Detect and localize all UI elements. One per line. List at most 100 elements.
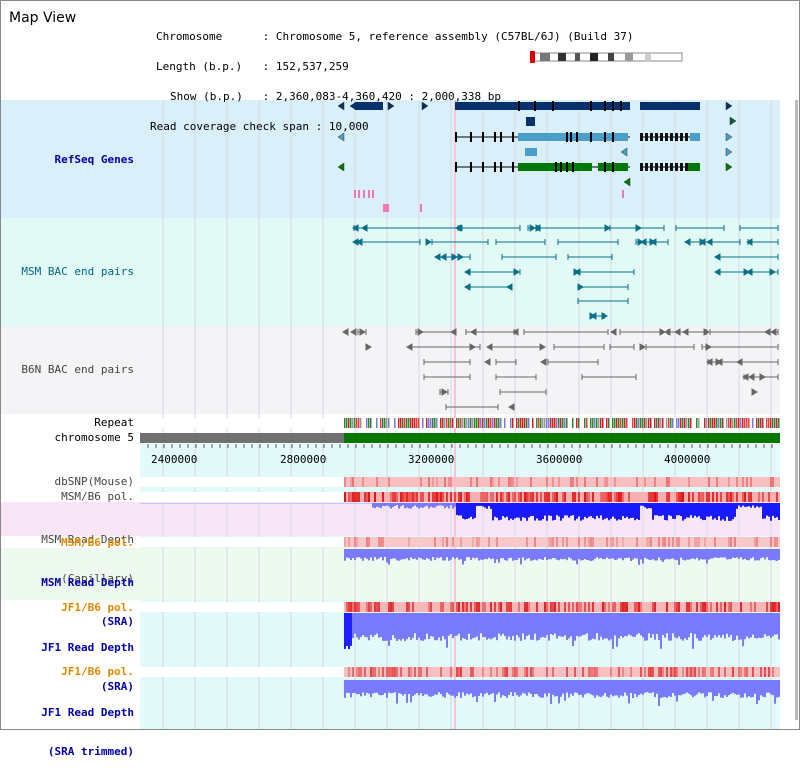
strip-cell (774, 537, 776, 547)
depth-bar (738, 503, 740, 506)
strip-cell (414, 667, 416, 677)
strip-cell (652, 492, 654, 502)
msm-bac-arrow (352, 224, 359, 232)
depth-bar (438, 680, 440, 693)
depth-bar (552, 680, 554, 695)
strip-cell (672, 667, 674, 677)
strip-cell (592, 492, 594, 502)
strip-cell (416, 492, 418, 502)
depth-bar (560, 613, 562, 637)
strip-cell (676, 602, 678, 612)
strip-cell (376, 602, 378, 612)
strip-cell (652, 602, 654, 612)
depth-bar (696, 680, 698, 695)
depth-bar (762, 549, 764, 558)
jf1-depth-sra-label[interactable]: JF1 Read Depth (SRA) (41, 615, 134, 719)
depth-bar (464, 613, 466, 639)
strip-cell (452, 537, 454, 547)
depth-bar (740, 680, 742, 698)
repeat-element (738, 418, 740, 428)
depth-bar (528, 613, 530, 635)
strip-cell (584, 477, 586, 487)
strip-cell (578, 537, 580, 547)
depth-bar (696, 613, 698, 639)
repeat-element (516, 418, 518, 428)
strip-cell (428, 492, 430, 502)
depth-bar (776, 680, 778, 698)
depth-bar (546, 613, 548, 636)
strip-cell (558, 602, 560, 612)
ideogram-band (575, 53, 580, 61)
depth-bar (366, 680, 368, 693)
depth-bar (358, 549, 360, 558)
jf1-pol-label-2[interactable]: JF1/B6 pol. (61, 665, 134, 678)
dbsnp-label[interactable]: dbSNP(Mouse) (54, 475, 134, 488)
depth-bar (548, 680, 550, 694)
msm-bac-label[interactable]: MSM BAC end pairs (21, 265, 134, 278)
depth-bar (422, 549, 424, 560)
map-canvas[interactable] (0, 0, 800, 730)
strip-cell (622, 492, 624, 502)
strip-cell (350, 492, 352, 502)
depth-bar (612, 503, 614, 517)
depth-bar (674, 503, 676, 519)
depth-bar (734, 503, 736, 517)
gene-exon (604, 101, 606, 111)
depth-bar (410, 613, 412, 640)
strip-cell (450, 477, 452, 487)
repeat-element (742, 418, 744, 428)
depth-bar (420, 503, 422, 508)
msm-pol-label-1[interactable]: MSM/B6 pol. (61, 490, 134, 503)
depth-bar (586, 613, 588, 634)
strip-cell (744, 667, 746, 677)
depth-bar (642, 549, 644, 564)
depth-bar (724, 549, 726, 558)
scroll-handle[interactable] (795, 100, 798, 720)
repeat-element (708, 418, 710, 428)
strip-cell (732, 492, 734, 502)
depth-bar (482, 503, 484, 507)
msm-depth-capillary-label[interactable]: MSM Read Depth (Capillary) (41, 507, 134, 611)
strip-cell (348, 492, 350, 502)
strip-cell (438, 492, 440, 502)
strip-cell (460, 537, 462, 547)
depth-bar (660, 680, 662, 698)
refseq-label[interactable]: RefSeq Genes (54, 153, 134, 166)
depth-bar (476, 613, 478, 637)
gene-block (526, 117, 535, 126)
b6n-bac-label[interactable]: B6N BAC end pairs (21, 363, 134, 376)
msm-depth-sra-label[interactable]: MSM Read Depth (SRA) (41, 550, 134, 654)
depth-bar (366, 549, 368, 559)
strip-cell (546, 492, 548, 502)
strip-cell (374, 667, 376, 677)
strip-cell (354, 602, 356, 612)
depth-bar (574, 613, 576, 641)
depth-bar (572, 503, 574, 516)
strip-cell (572, 602, 574, 612)
repeat-element (518, 418, 520, 428)
strip-cell (510, 477, 512, 487)
depth-bar (760, 613, 762, 639)
strip-cell (426, 667, 428, 677)
depth-bar (458, 549, 460, 560)
strip-cell (770, 602, 772, 612)
depth-bar (478, 503, 480, 506)
strip-cell (348, 602, 350, 612)
depth-bar (480, 549, 482, 560)
b6n-bac-arrow (736, 358, 743, 366)
strip-cell (692, 492, 694, 502)
strip-cell (550, 537, 552, 547)
msm-pol-label-2[interactable]: MSM/B6 pol. (61, 536, 134, 549)
pink-mark (358, 190, 360, 198)
show-label: Show (b.p.) (170, 90, 243, 103)
depth-bar (424, 549, 426, 560)
strip-cell (546, 667, 548, 677)
strip-cell (738, 667, 740, 677)
depth-bar (714, 549, 716, 558)
strip-cell (544, 492, 546, 502)
depth-bar (484, 503, 486, 508)
strip-cell (620, 492, 622, 502)
jf1-pol-label-1[interactable]: JF1/B6 pol. (61, 601, 134, 614)
repeat-element (384, 418, 386, 428)
depth-bar (744, 503, 746, 507)
